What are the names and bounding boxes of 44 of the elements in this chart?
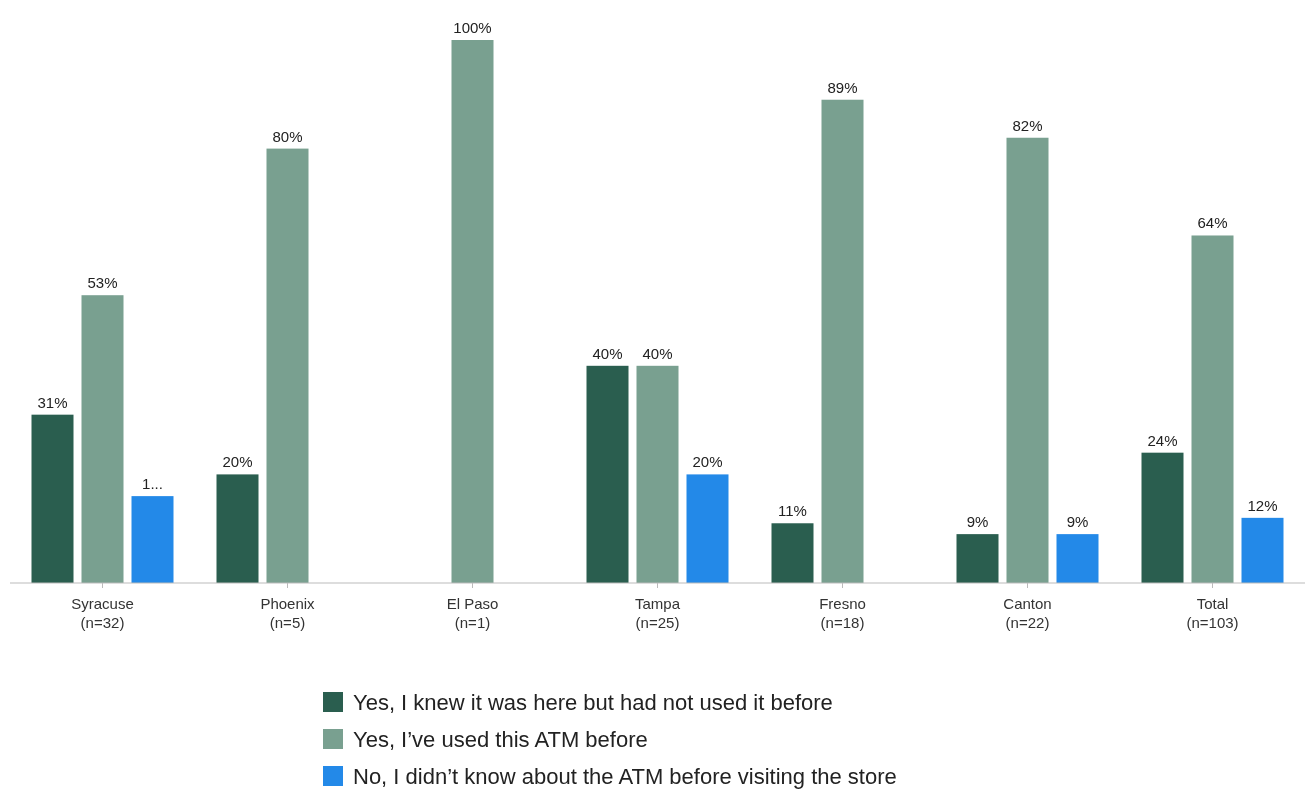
bar <box>1191 235 1234 583</box>
bar <box>1056 534 1099 583</box>
x-tick-label: Phoenix (n=5) <box>260 595 316 631</box>
bar <box>1241 517 1284 583</box>
data-label: 12% <box>1247 496 1278 514</box>
x-tick-label: Tampa (n=25) <box>634 595 681 631</box>
bar <box>31 414 74 583</box>
data-label: 53% <box>87 274 118 292</box>
bar <box>1006 137 1049 583</box>
data-label: 11% <box>778 502 807 520</box>
x-tick-label: Syracuse (n=32) <box>71 595 134 631</box>
x-tick-label: Canton (n=22) <box>1003 595 1052 631</box>
legend-label: Yes, I’ve used this ATM before <box>353 727 648 752</box>
bar <box>81 295 124 583</box>
data-label: 9% <box>1066 513 1089 531</box>
bar <box>956 534 999 583</box>
data-label: 82% <box>1012 116 1043 134</box>
bar <box>686 474 729 583</box>
bar <box>1141 452 1184 583</box>
data-label: 40% <box>642 344 673 362</box>
data-label: 1... <box>142 475 163 493</box>
data-label: 24% <box>1147 431 1178 449</box>
bar <box>821 99 864 583</box>
data-label: 31% <box>37 393 68 411</box>
bar <box>636 365 679 583</box>
data-label: 20% <box>692 453 723 471</box>
x-tick-label: Fresno (n=18) <box>819 595 866 631</box>
data-label: 9% <box>966 513 989 531</box>
data-label: 40% <box>592 344 623 362</box>
data-label: 20% <box>222 453 253 471</box>
legend-label: No, I didn’t know about the ATM before visiting the store <box>353 764 897 789</box>
data-label: 100% <box>453 19 492 36</box>
bar <box>131 496 174 583</box>
x-tick-label: El Paso (n=1) <box>446 595 499 631</box>
data-label: 89% <box>827 78 858 96</box>
bar <box>451 40 494 583</box>
legend-label: Yes, I knew it was here but had not used it before <box>353 690 833 715</box>
x-tick-label: Total (n=103) <box>1186 595 1239 631</box>
bar <box>266 148 309 583</box>
bar <box>586 365 629 583</box>
data-label: 64% <box>1197 214 1228 232</box>
data-label: 80% <box>272 127 303 145</box>
bar <box>216 474 259 583</box>
bar <box>771 523 814 583</box>
